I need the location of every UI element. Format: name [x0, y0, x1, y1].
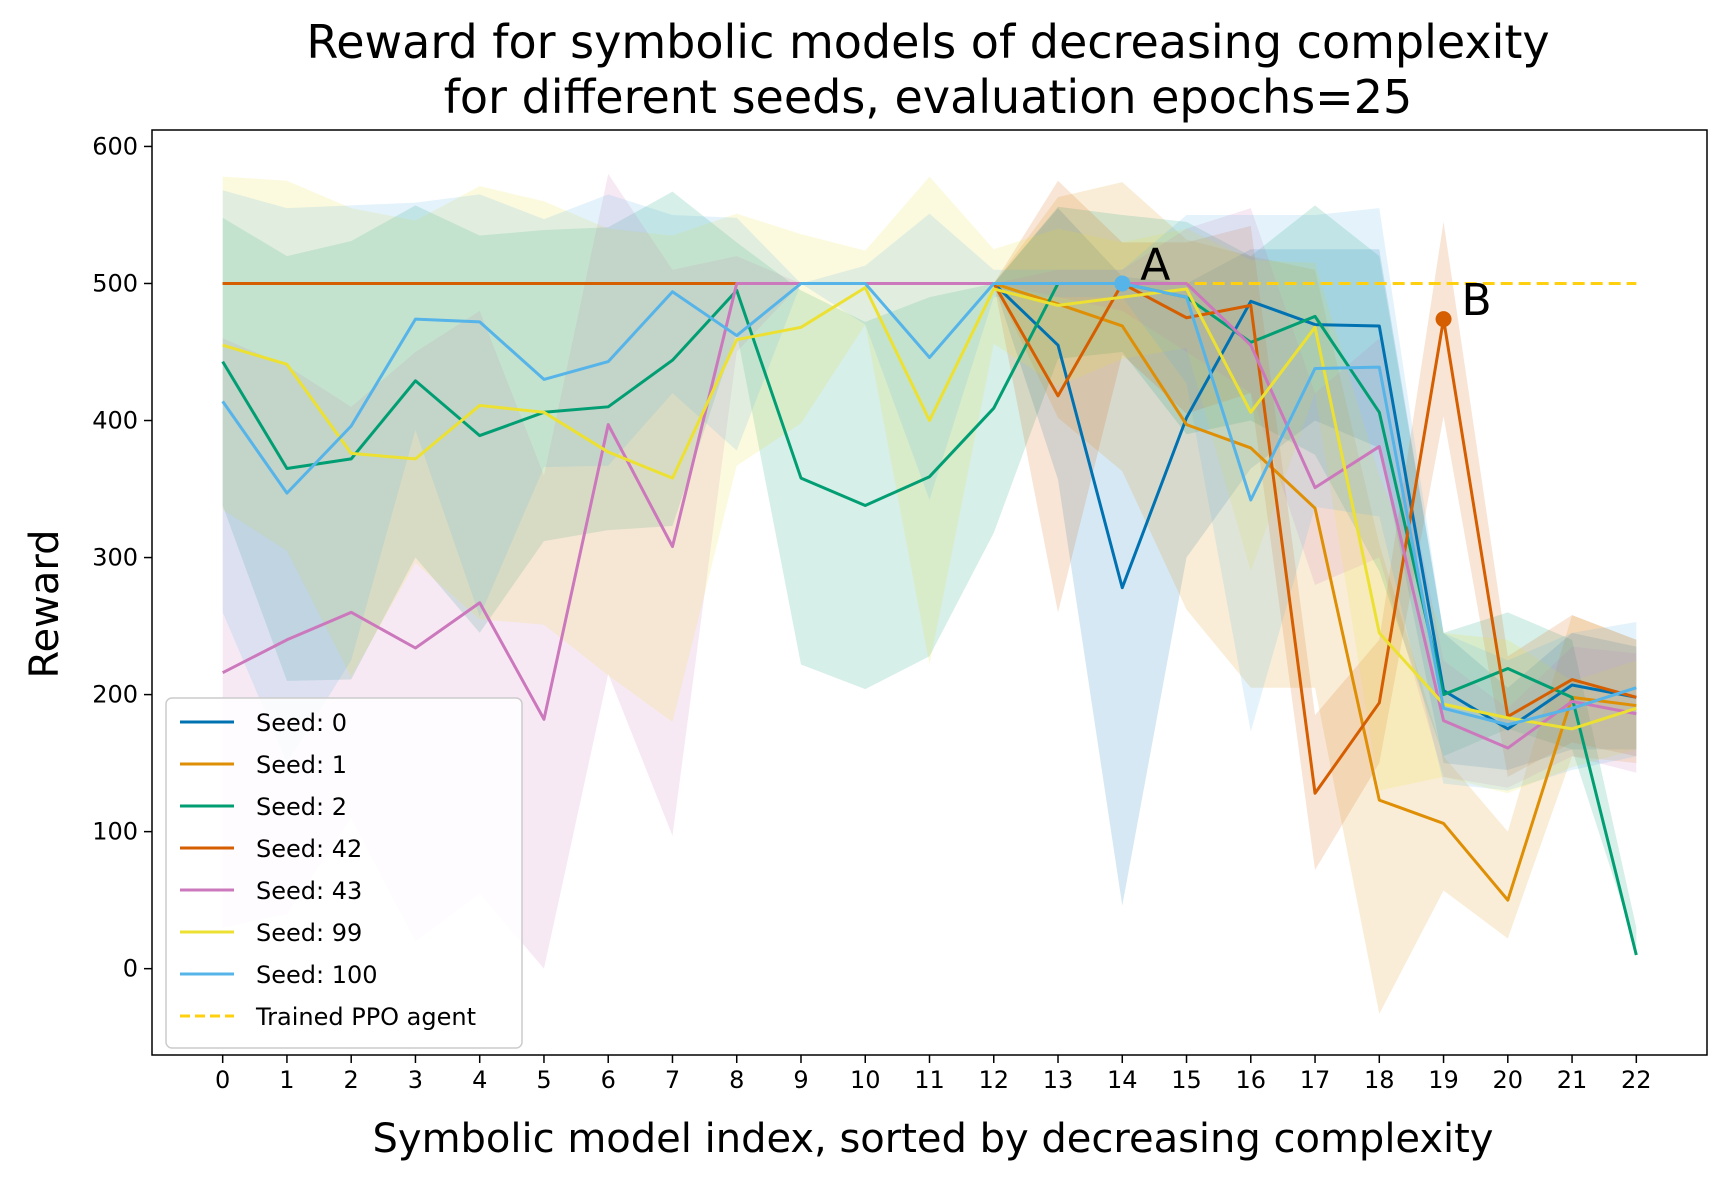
- x-axis-label: Symbolic model index, sorted by decreasi…: [373, 1116, 1494, 1162]
- x-axis-ticks: 0 1 2 3 4 5 6 7 8 9 10 11 12 13 14 15 16 17 18 19 20 21 22: [215, 1055, 1652, 1094]
- x-tick-label: 18: [1364, 1066, 1395, 1094]
- annotations: AB: [1114, 239, 1492, 328]
- annotation-label-a: A: [1140, 239, 1170, 290]
- annotation-point-b: [1435, 311, 1452, 328]
- line-seed-2: [221, 281, 1638, 956]
- x-tick-label: 3: [408, 1066, 423, 1094]
- band-seed-43: [222, 173, 1637, 969]
- x-tick-label: 10: [850, 1066, 881, 1094]
- series-lines: [221, 281, 1638, 956]
- x-tick-label: 12: [978, 1066, 1009, 1094]
- legend-label-seed-0: Seed: 0: [256, 709, 347, 737]
- band-seed-1: [222, 182, 1637, 1014]
- line-seed-99: [222, 286, 1637, 731]
- legend: Seed: 0 Seed: 1 Seed: 2 Seed: 42 Seed: 43 See…: [165, 697, 523, 1049]
- band-seed-2: [222, 191, 1637, 949]
- y-axis-ticks: 0 100 200 300 400 500 600: [92, 132, 152, 983]
- y-tick-label: 0: [123, 955, 138, 983]
- x-tick-label: 20: [1493, 1066, 1524, 1094]
- x-tick-label: 4: [472, 1066, 487, 1094]
- x-tick-label: 1: [279, 1066, 294, 1094]
- legend-label-seed-43: Seed: 43: [256, 877, 362, 905]
- x-tick-label: 13: [1043, 1066, 1074, 1094]
- confidence-bands: [222, 173, 1637, 1014]
- chart-title: Reward for symbolic models of decreasing…: [306, 15, 1549, 69]
- y-axis-label: Reward: [22, 530, 68, 679]
- y-tick-label: 600: [92, 132, 138, 160]
- x-tick-label: 0: [215, 1066, 230, 1094]
- band-seed-100: [222, 190, 1637, 791]
- y-tick-label: 100: [92, 818, 138, 846]
- x-tick-label: 7: [665, 1066, 680, 1094]
- legend-box: [165, 697, 523, 1049]
- x-tick-label: 22: [1621, 1066, 1652, 1094]
- x-tick-label: 11: [914, 1066, 945, 1094]
- line-seed-43: [221, 281, 1637, 750]
- legend-label-seed-1: Seed: 1: [256, 751, 347, 779]
- x-tick-label: 2: [344, 1066, 359, 1094]
- line-seed-100: [221, 281, 1637, 727]
- annotation-point-a: [1114, 275, 1131, 292]
- y-tick-label: 500: [92, 269, 138, 297]
- x-tick-label: 9: [793, 1066, 808, 1094]
- annotation-label-b: B: [1462, 275, 1492, 326]
- x-tick-label: 16: [1236, 1066, 1267, 1094]
- x-tick-label: 6: [601, 1066, 616, 1094]
- legend-label-seed-42: Seed: 42: [256, 835, 362, 863]
- legend-label-seed-99: Seed: 99: [256, 919, 362, 947]
- legend-label-seed-2: Seed: 2: [256, 793, 347, 821]
- x-tick-label: 5: [536, 1066, 551, 1094]
- y-tick-label: 400: [92, 407, 138, 435]
- chart-subtitle: for different seeds, evaluation epochs=2…: [444, 70, 1413, 124]
- x-tick-label: 21: [1557, 1066, 1588, 1094]
- x-tick-label: 19: [1428, 1066, 1459, 1094]
- band-seed-0: [222, 208, 1637, 906]
- x-tick-label: 8: [729, 1066, 744, 1094]
- x-tick-label: 15: [1171, 1066, 1202, 1094]
- x-tick-label: 17: [1300, 1066, 1331, 1094]
- x-tick-label: 14: [1107, 1066, 1138, 1094]
- y-tick-label: 300: [92, 544, 138, 572]
- y-tick-label: 200: [92, 681, 138, 709]
- legend-label-seed-100: Seed: 100: [256, 961, 378, 989]
- legend-label-ppo: Trained PPO agent: [255, 1003, 476, 1031]
